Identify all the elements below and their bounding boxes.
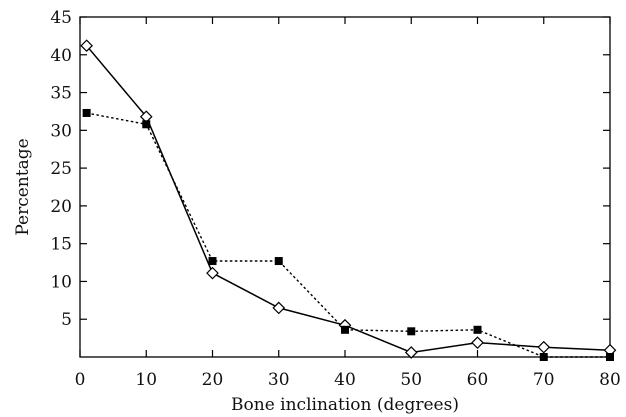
series-2-line (86, 112, 610, 358)
y-tick-label: 15 (50, 235, 72, 255)
y-tick-label: 30 (50, 121, 72, 141)
data-point-square (539, 353, 548, 361)
y-axis-label: Percentage (13, 138, 33, 235)
plot-frame (79, 16, 611, 358)
x-tick-label: 40 (334, 370, 356, 390)
series-2 (82, 108, 614, 361)
data-point-diamond (537, 340, 551, 354)
y-tick-label: 20 (50, 197, 72, 217)
x-axis-label: Bone inclination (degrees) (231, 395, 459, 415)
y-tick-label: 5 (61, 310, 72, 330)
data-point-square (407, 327, 416, 336)
data-point-square (473, 325, 482, 334)
data-point-square (341, 325, 349, 334)
y-tick-label: 25 (50, 159, 72, 179)
data-point-diamond (471, 336, 484, 349)
x-tick-label: 50 (400, 370, 422, 390)
y-tick-label: 45 (50, 8, 72, 28)
series-1-line (86, 45, 611, 354)
data-point-diamond (80, 39, 93, 53)
data-point-diamond (404, 346, 418, 359)
x-tick-label: 30 (268, 370, 290, 390)
data-point-square (82, 108, 91, 117)
data-point-square (142, 120, 151, 129)
data-point-square (606, 353, 614, 361)
series-1 (80, 39, 617, 359)
data-point-square (208, 257, 217, 266)
data-point-diamond (272, 301, 286, 315)
y-tick-label: 35 (50, 84, 72, 104)
data-point-square (274, 257, 283, 266)
x-tick-label: 20 (202, 370, 224, 390)
series-layer (80, 39, 617, 361)
axis-ticks: 0 10 20 30 40 50 60 70 80 5 10 15 20 25 30 35 40 45 (50, 8, 620, 390)
data-point-diamond (206, 266, 219, 280)
x-tick-label: 10 (135, 370, 157, 390)
y-tick-label: 10 (50, 272, 72, 292)
x-tick-label: 0 (75, 370, 86, 390)
x-tick-label: 70 (533, 370, 555, 390)
x-tick-label: 80 (599, 370, 621, 390)
y-tick-label: 40 (50, 46, 72, 66)
x-tick-label: 60 (467, 370, 489, 390)
